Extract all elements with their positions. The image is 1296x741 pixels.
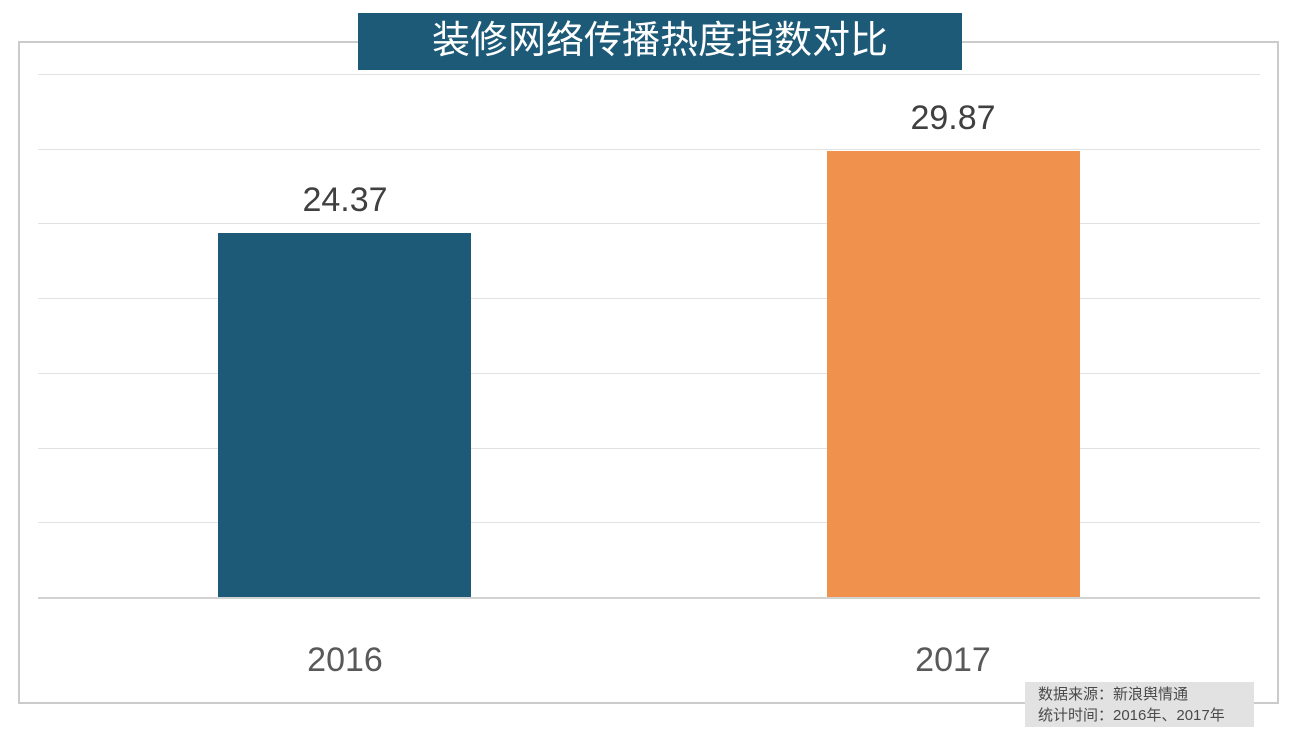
gridline-25 — [38, 223, 1260, 224]
gridline-15 — [38, 373, 1260, 374]
value-label-2016: 24.37 — [302, 181, 388, 219]
gridline-10 — [38, 448, 1260, 449]
source-note-line2: 统计时间：2016年、2017年 — [1038, 707, 1225, 724]
plot-area: 24.37 2016 29.87 2017 — [38, 74, 1260, 679]
category-label-2017: 2017 — [915, 641, 991, 679]
gridline-35 — [38, 74, 1260, 75]
gridline-5 — [38, 522, 1260, 523]
chart-title: 装修网络传播热度指数对比 — [358, 13, 962, 70]
category-label-2016: 2016 — [307, 641, 383, 679]
source-note: 数据来源：新浪舆情通 统计时间：2016年、2017年 — [1025, 682, 1254, 727]
gridline-30 — [38, 149, 1260, 150]
bar-2016 — [218, 233, 471, 597]
source-note-line1: 数据来源：新浪舆情通 — [1038, 686, 1189, 703]
value-label-2017: 29.87 — [910, 99, 996, 137]
gridline-20 — [38, 298, 1260, 299]
bar-2017 — [827, 151, 1080, 597]
gridline-0 — [38, 597, 1260, 599]
